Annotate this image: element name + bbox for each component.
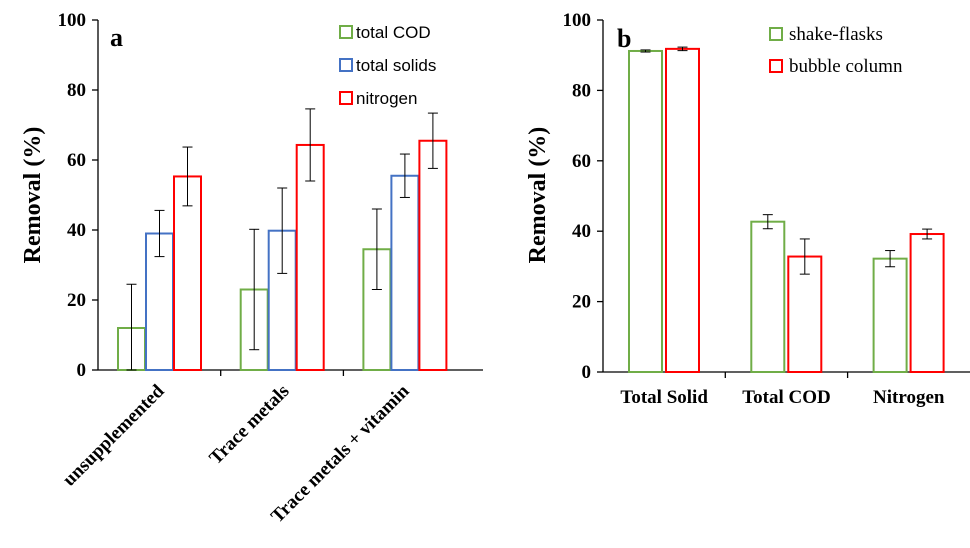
legend-label: shake-flasks [789,24,883,45]
y-tick-label: 0 [582,362,592,383]
panel-label: b [617,24,631,53]
chart-panel-b: 0 20 40 60 80 100 Total Solid Total COD Nitrogen… [525,10,970,408]
legend-label: nitrogen [356,89,417,108]
bar-bubble-column-2 [909,233,945,373]
legend-label: total solids [356,56,436,75]
y-axis-label: Removal (%) [525,127,551,264]
y-tick-label: 60 [67,150,86,171]
y-tick-label: 0 [77,360,87,381]
bar-nitrogen-1 [295,143,325,371]
bar-bubble-column-0 [665,47,700,373]
legend-label: total COD [356,23,431,42]
bar-total-solids-2 [390,174,420,371]
legend-label: bubble column [789,56,903,77]
bar-total-COD-2 [362,248,392,371]
legend-swatch [339,25,353,39]
y-tick-label: 60 [572,151,591,172]
legend-swatch [769,59,783,73]
x-category-label: Nitrogen [873,387,945,408]
y-tick-label: 40 [67,220,86,241]
y-tick-label: 20 [572,292,591,313]
bar-shake-flasks-1 [750,220,786,373]
x-category-label: Trace metals + vitamin [267,380,414,527]
bar-nitrogen-2 [418,139,448,371]
y-tick-label: 80 [572,80,591,101]
chart-panel-a: 0 20 40 60 80 100 unsupplemented Trace metalsTr… [20,10,483,527]
x-category-label: Total Solid [620,387,708,408]
y-tick-label: 100 [563,10,592,31]
y-tick-label: 40 [572,221,591,242]
x-category-label: Total COD [742,387,831,408]
panel-label: a [110,23,123,52]
legend: shake-flasks bubble column [769,24,903,77]
bar-shake-flasks-0 [628,49,663,373]
x-category-label: Trace metals [205,381,293,469]
y-tick-label: 80 [67,80,86,101]
y-tick-label: 20 [67,290,86,311]
y-axis-label: Removal (%) [20,127,46,264]
bar-bubble-column-1 [787,255,823,374]
legend: total COD total solids nitrogen [339,23,436,108]
y-tick-label: 100 [58,10,87,31]
legend-swatch [339,91,353,105]
x-category-label: unsupplemented [59,380,169,490]
legend-swatch [339,58,353,72]
bar-shake-flasks-2 [872,257,908,374]
legend-swatch [769,27,783,41]
